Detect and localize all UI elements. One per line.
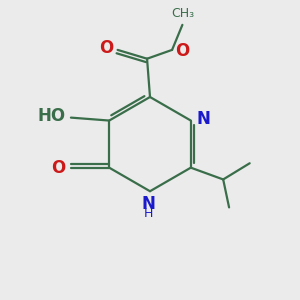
Text: O: O — [51, 159, 66, 177]
Text: O: O — [99, 39, 113, 57]
Text: N: N — [196, 110, 210, 128]
Text: HO: HO — [38, 107, 66, 125]
Text: O: O — [176, 42, 190, 60]
Text: CH₃: CH₃ — [171, 8, 194, 20]
Text: N: N — [142, 195, 155, 213]
Text: H: H — [144, 207, 153, 220]
